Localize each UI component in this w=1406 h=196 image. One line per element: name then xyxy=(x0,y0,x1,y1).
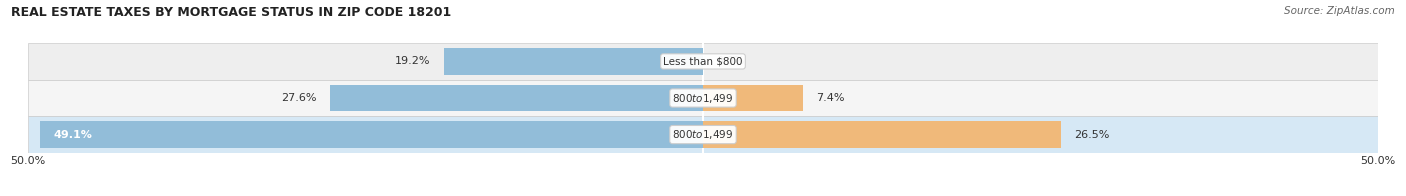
Text: 19.2%: 19.2% xyxy=(395,56,430,66)
Text: 27.6%: 27.6% xyxy=(281,93,316,103)
Bar xyxy=(444,48,703,75)
Bar xyxy=(41,121,703,148)
Text: 26.5%: 26.5% xyxy=(1074,130,1109,140)
Text: $800 to $1,499: $800 to $1,499 xyxy=(672,128,734,141)
Text: Source: ZipAtlas.com: Source: ZipAtlas.com xyxy=(1284,6,1395,16)
Text: REAL ESTATE TAXES BY MORTGAGE STATUS IN ZIP CODE 18201: REAL ESTATE TAXES BY MORTGAGE STATUS IN … xyxy=(11,6,451,19)
Bar xyxy=(703,85,803,111)
Bar xyxy=(330,85,703,111)
Text: $800 to $1,499: $800 to $1,499 xyxy=(672,92,734,104)
Bar xyxy=(703,121,1060,148)
Text: 7.4%: 7.4% xyxy=(817,93,845,103)
Text: Less than $800: Less than $800 xyxy=(664,56,742,66)
Bar xyxy=(28,80,1378,116)
Text: 49.1%: 49.1% xyxy=(53,130,93,140)
Bar xyxy=(28,43,1378,80)
Text: 0.0%: 0.0% xyxy=(717,56,745,66)
Bar xyxy=(28,116,1378,153)
